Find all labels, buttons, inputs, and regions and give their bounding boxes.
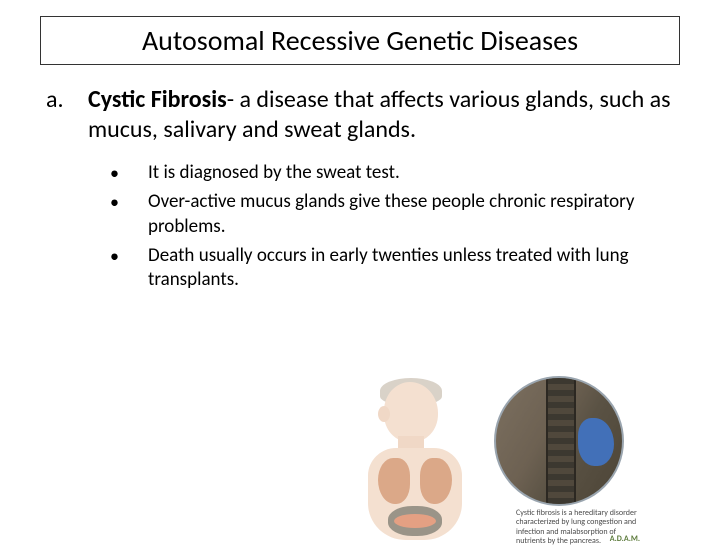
gland-shape: [578, 418, 614, 466]
page-title: Autosomal Recessive Genetic Diseases: [51, 23, 669, 58]
bullet-item: • Death usually occurs in early twenties…: [100, 244, 680, 293]
head-shape: [384, 382, 438, 442]
bullet-marker: •: [100, 190, 148, 215]
body-area: a. Cystic Fibrosis- a disease that affec…: [40, 85, 680, 293]
bullet-marker: •: [100, 161, 148, 186]
bullet-text: Death usually occurs in early twenties u…: [148, 244, 680, 293]
zoom-panel: Cystic fibrosis is a hereditary disorder…: [494, 376, 644, 546]
trachea-shape: [546, 378, 576, 506]
medical-figure: Cystic fibrosis is a hereditary disorder…: [340, 376, 680, 546]
zoom-circle: [494, 376, 624, 506]
bullet-item: • Over-active mucus glands give these pe…: [100, 190, 680, 239]
left-lung-shape: [378, 458, 410, 504]
adam-logo: A.D.A.M.: [610, 534, 640, 544]
list-content: Cystic Fibrosis- a disease that affects …: [88, 85, 680, 145]
disease-name: Cystic Fibrosis: [88, 85, 227, 114]
list-marker: a.: [40, 85, 88, 114]
bullet-item: • It is diagnosed by the sweat test.: [100, 161, 680, 186]
bullet-marker: •: [100, 244, 148, 269]
title-box: Autosomal Recessive Genetic Diseases: [40, 16, 680, 65]
bullet-text: It is diagnosed by the sweat test.: [148, 161, 400, 186]
list-item-a: a. Cystic Fibrosis- a disease that affec…: [40, 85, 680, 145]
pancreas-shape: [394, 514, 436, 528]
bullet-text: Over-active mucus glands give these peop…: [148, 190, 680, 239]
bullet-list: • It is diagnosed by the sweat test. • O…: [100, 161, 680, 293]
anatomy-illustration: [340, 376, 490, 546]
ear-shape: [378, 406, 390, 422]
